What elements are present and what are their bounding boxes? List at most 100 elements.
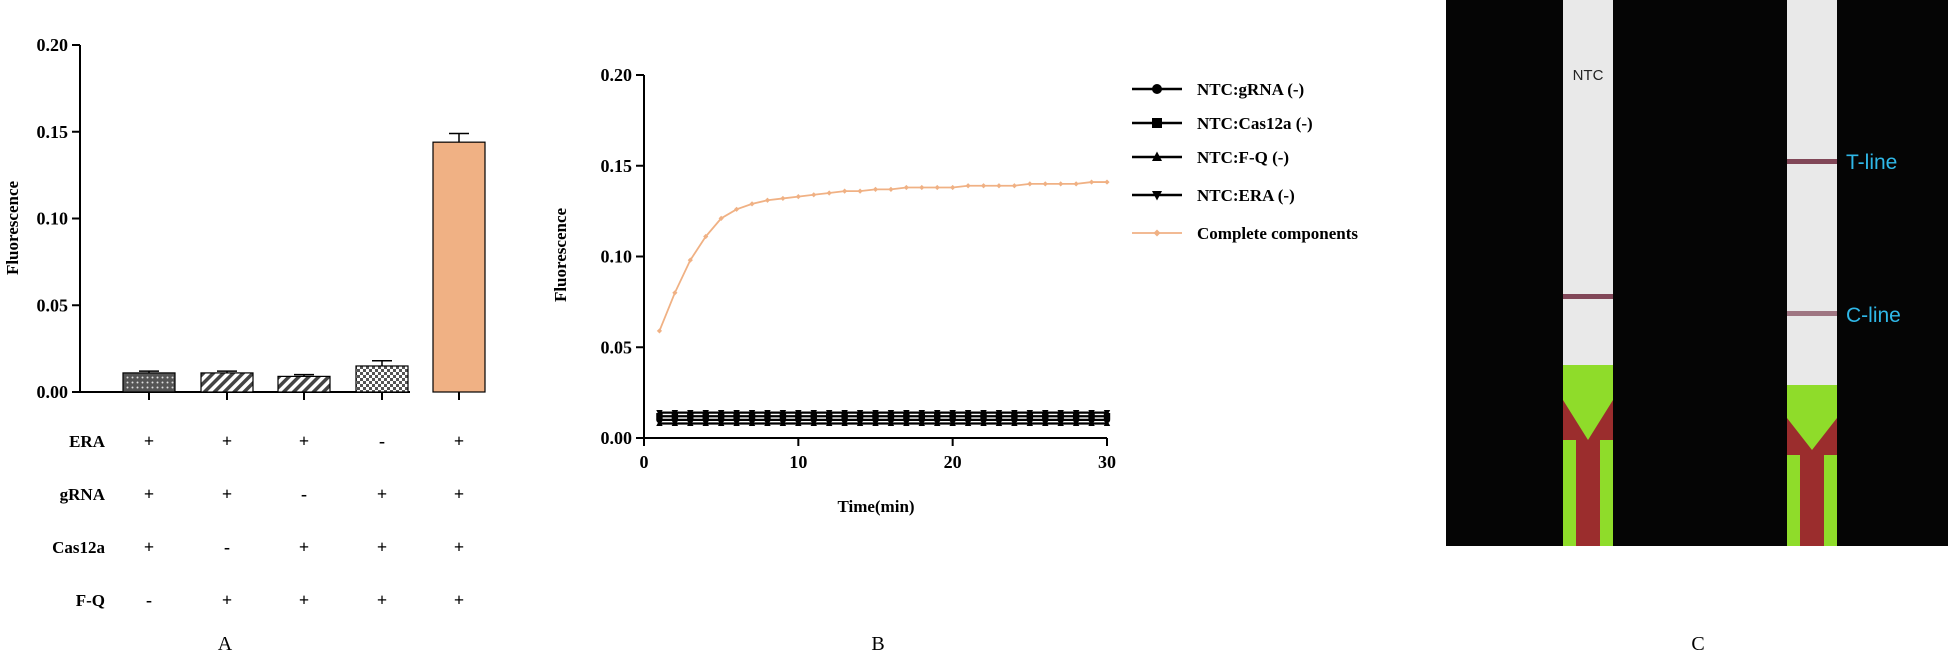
b-data-point (672, 290, 678, 296)
b-x-tick-label: 30 (1098, 452, 1116, 472)
b-y-ticks: 0.00 0.05 0.10 0.15 0.20 (601, 65, 644, 448)
b-data-point (826, 190, 832, 196)
a-table-cell: + (299, 590, 309, 610)
a-y-ticks: 0.00 0.05 0.10 0.15 0.20 (37, 35, 80, 402)
b-data-point (856, 410, 864, 417)
panel-label-a: A (218, 633, 233, 655)
b-series-group (656, 413, 1111, 420)
b-data-point (980, 419, 987, 427)
b-legend-label: Complete components (1197, 224, 1358, 243)
b-x-axis-label: Time(min) (837, 497, 914, 516)
b-data-point (779, 419, 787, 427)
b-data-point (841, 410, 848, 417)
b-legend-marker (1152, 84, 1162, 94)
b-data-point (749, 201, 755, 207)
b-data-point (1103, 413, 1111, 420)
t-line-label: T-line (1846, 151, 1897, 174)
b-data-point (810, 413, 817, 420)
b-data-point (656, 413, 663, 420)
b-legend-marker (1152, 151, 1162, 161)
b-legend-marker (1152, 191, 1162, 201)
b-data-point (717, 413, 725, 420)
a-table-cell: + (299, 537, 309, 557)
b-data-point (950, 184, 956, 191)
strip-ntc-c-line (1563, 294, 1613, 299)
b-y-axis-label: Fluorescence (551, 208, 570, 303)
b-data-point (1088, 179, 1095, 185)
b-data-point (1042, 413, 1049, 420)
b-data-point (1042, 410, 1049, 417)
b-data-point (795, 413, 802, 420)
c-line-label: C-line (1846, 304, 1901, 327)
b-data-point (903, 413, 910, 420)
b-data-point (964, 413, 972, 420)
strip-sample-c-line (1787, 311, 1837, 316)
strip-ntc-label: NTC (1573, 67, 1604, 84)
a-table-cell: + (454, 590, 464, 610)
b-data-point (1026, 410, 1034, 417)
b-data-point (764, 419, 771, 427)
b-data-point (887, 410, 895, 417)
a-table-cell: + (222, 590, 232, 610)
b-data-point (1026, 413, 1034, 420)
b-data-point (733, 413, 740, 420)
b-data-point (842, 188, 848, 194)
b-data-point (764, 410, 771, 417)
b-data-point (687, 410, 694, 417)
b-data-point (811, 192, 817, 198)
a-bar (200, 372, 254, 393)
b-data-point (718, 215, 724, 221)
a-table-cell: - (146, 590, 152, 610)
a-y-tick-label: 0.00 (37, 382, 69, 402)
b-y-tick-label: 0.10 (601, 247, 633, 267)
b-data-point (687, 257, 693, 263)
b-data-point (934, 413, 941, 420)
a-table-cell: + (299, 431, 309, 451)
a-table-cell: - (379, 431, 385, 451)
panel-b-line-chart: 0.00 0.05 0.10 0.15 0.20 0 10 20 30 NTC:gRNA (-… (551, 65, 1358, 655)
b-data-point (887, 419, 895, 427)
a-table-cell: + (377, 484, 387, 504)
b-data-point (671, 410, 679, 417)
b-data-point (980, 410, 987, 417)
b-data-point (748, 413, 756, 420)
b-data-point (1011, 183, 1017, 189)
b-data-point (1104, 179, 1110, 185)
b-data-point (1057, 413, 1064, 420)
strip-ntc-arrow (1563, 400, 1613, 546)
b-data-point (733, 419, 740, 427)
b-series-line (658, 181, 1107, 332)
b-data-point (872, 186, 879, 192)
b-data-point (856, 419, 864, 427)
b-data-point (748, 419, 756, 427)
b-data-point (702, 410, 709, 417)
b-data-point (717, 410, 725, 417)
b-data-point (779, 410, 787, 417)
a-table-cell: - (301, 484, 307, 504)
b-data-point (734, 206, 740, 212)
b-data-point (1011, 419, 1018, 427)
b-data-point (949, 419, 956, 427)
b-data-point (779, 413, 787, 420)
a-bar (432, 141, 486, 393)
b-data-point (703, 233, 709, 240)
b-data-point (656, 419, 663, 427)
b-data-point (826, 410, 833, 417)
a-y-tick-label: 0.20 (37, 35, 69, 55)
a-table-cell: + (454, 537, 464, 557)
b-data-point (717, 419, 725, 427)
b-legend-label: NTC:ERA (-) (1197, 186, 1295, 205)
a-table-cell: + (144, 484, 154, 504)
b-data-point (856, 413, 864, 420)
b-data-point (903, 419, 910, 427)
a-bar (355, 365, 409, 393)
a-table-cell: + (377, 537, 387, 557)
a-table-cell: - (224, 537, 230, 557)
b-data-point (934, 184, 940, 191)
b-data-point (656, 328, 663, 334)
b-data-point (671, 413, 679, 420)
a-table-cell: + (222, 431, 232, 451)
panel-label-c: C (1691, 633, 1704, 655)
b-data-point (780, 195, 786, 202)
